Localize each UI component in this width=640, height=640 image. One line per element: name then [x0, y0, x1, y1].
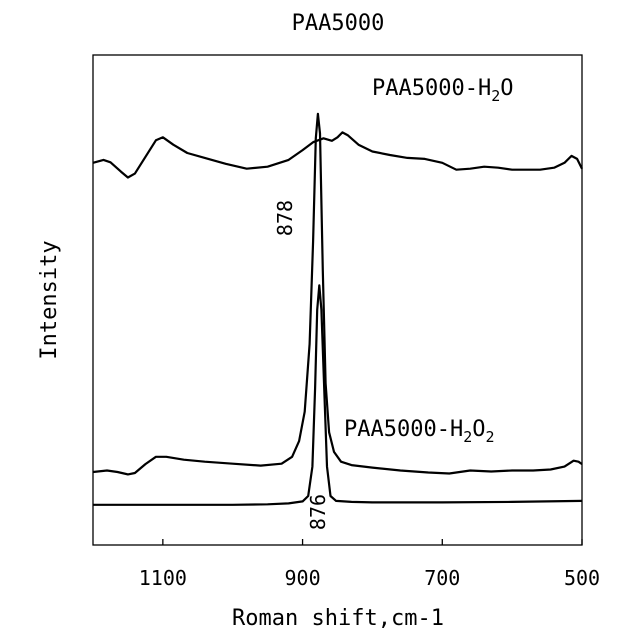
- x-tick-label: 700: [424, 566, 460, 590]
- curves-group: [93, 114, 582, 505]
- series-label-h2o-sub: 2: [491, 87, 500, 105]
- series-label-h2o2-tail: O: [472, 417, 485, 442]
- series-label-h2o2: PAA5000-H2O2: [344, 417, 495, 446]
- x-tick-label: 1100: [139, 566, 187, 590]
- series-line-1: [93, 132, 582, 177]
- series-label-h2o2-sub: 2: [463, 428, 472, 446]
- series-line-3: [93, 285, 582, 505]
- peak-annotation-878: 878: [273, 200, 297, 236]
- peak-annotation-876: 876: [306, 494, 330, 530]
- series-label-h2o-main: PAA5000-H: [372, 76, 491, 101]
- series-label-h2o2-main: PAA5000-H: [344, 417, 463, 442]
- x-tick-label: 900: [285, 566, 321, 590]
- series-line-2: [93, 114, 582, 475]
- chart-title: PAA5000: [292, 11, 385, 36]
- series-label-h2o-tail: O: [500, 76, 513, 101]
- x-tick-label: 500: [564, 566, 600, 590]
- y-axis-label: Intensity: [37, 240, 62, 359]
- x-axis-label: Roman shift,cm-1: [232, 606, 444, 631]
- x-ticks-group: 1100 900 700 500: [139, 539, 600, 590]
- series-label-h2o: PAA5000-H2O: [372, 76, 514, 105]
- series-label-h2o2-sub2: 2: [486, 428, 495, 446]
